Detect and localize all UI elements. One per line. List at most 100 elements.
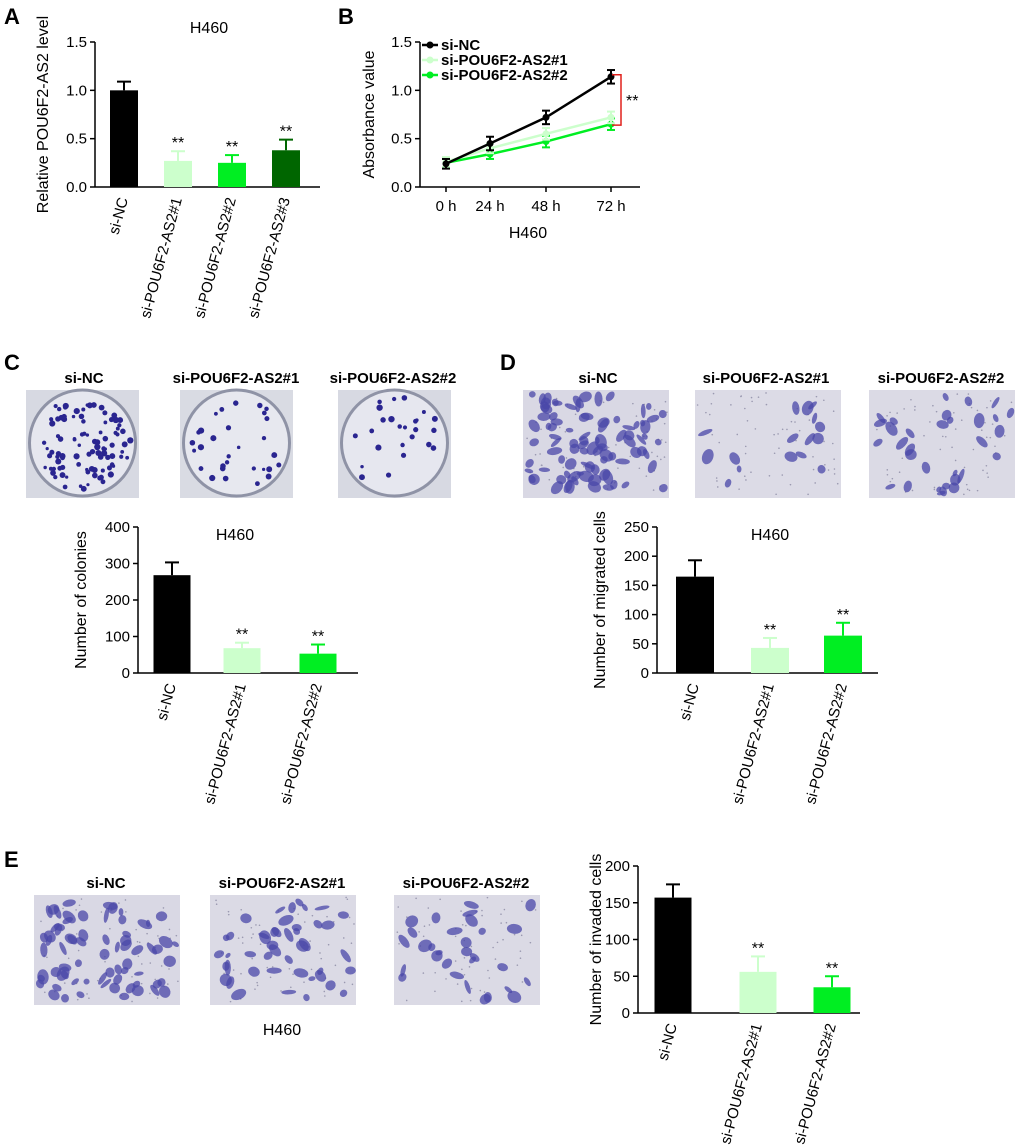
stained-cell <box>293 968 309 978</box>
bar-2 <box>739 971 777 1013</box>
stained-cell <box>964 396 973 407</box>
stained-cell <box>77 910 89 922</box>
membrane-pore <box>423 925 426 928</box>
membrane-pore <box>327 943 330 946</box>
stained-cell <box>640 420 651 434</box>
membrane-pore <box>254 988 256 990</box>
membrane-pore <box>529 941 532 944</box>
membrane-pore <box>953 411 955 414</box>
colony <box>50 470 56 476</box>
membrane-pore <box>963 466 966 469</box>
stained-cell <box>222 961 230 971</box>
bar-1 <box>153 575 191 673</box>
membrane-pore <box>240 972 242 975</box>
membrane-pore <box>460 1000 463 1003</box>
colony <box>95 449 102 457</box>
membrane-pore <box>656 455 659 458</box>
bar-1 <box>110 90 138 187</box>
membrane-pore <box>911 489 914 492</box>
colony <box>213 411 218 416</box>
membrane-pore <box>886 469 889 471</box>
colony <box>61 416 68 423</box>
membrane-pore <box>63 982 66 984</box>
membrane-pore <box>481 909 483 912</box>
colony <box>421 410 426 414</box>
stained-cell <box>921 461 931 474</box>
panel-letter-d: D <box>500 350 516 375</box>
stained-cell <box>314 970 327 982</box>
colony <box>233 400 239 406</box>
stained-cell <box>564 458 577 470</box>
stained-cell <box>608 452 617 461</box>
e-image-label-si-1: si-POU6F2-AS2#1 <box>219 875 346 892</box>
stained-cell <box>54 924 63 936</box>
membrane-pore <box>259 943 262 945</box>
stained-cell <box>462 909 478 917</box>
colony <box>414 418 419 423</box>
membrane-pore <box>985 436 988 439</box>
colony <box>265 473 272 480</box>
membrane-pore <box>994 445 996 448</box>
stained-cell <box>248 966 260 977</box>
membrane-pore <box>540 428 542 431</box>
membrane-pore <box>62 907 64 910</box>
membrane-pore <box>77 949 80 952</box>
stained-cell <box>225 952 231 959</box>
stained-cell <box>469 953 480 962</box>
stained-cell <box>48 989 60 1001</box>
membrane-pore <box>406 916 408 918</box>
membrane-pore <box>944 435 947 438</box>
stained-cell <box>578 413 590 422</box>
stained-cell <box>633 421 640 429</box>
membrane-pore <box>831 442 834 445</box>
colony <box>49 420 56 427</box>
membrane-pore <box>488 977 491 979</box>
series-line-1 <box>445 75 612 165</box>
colony <box>77 443 82 447</box>
significance-marker: ** <box>226 139 238 156</box>
stained-cell <box>795 451 807 459</box>
stained-cell <box>1006 407 1015 419</box>
y-tick-label: 150 <box>605 895 630 912</box>
y-tick-label: 0 <box>622 1005 630 1022</box>
stained-cell <box>556 474 567 485</box>
membrane-pore <box>456 983 459 985</box>
stained-cell <box>122 958 133 970</box>
membrane-pore <box>269 976 272 979</box>
bar-2 <box>751 647 789 673</box>
colony <box>49 417 54 422</box>
chart-b-absorbance: 0.0 0.5 1.0 1.5 0 h 24 h 48 h 72 h Absorbance va… <box>361 34 640 242</box>
membrane-pore <box>933 486 936 489</box>
y-axis-label: Relative POU6F2-AS2 level <box>35 16 52 213</box>
stained-cell <box>102 934 110 946</box>
membrane-pore <box>775 493 777 496</box>
membrane-pore <box>445 978 447 980</box>
membrane-pore <box>986 406 988 409</box>
e-image-label-si-nc: si-NC <box>86 875 125 892</box>
significance-marker: ** <box>172 135 184 152</box>
stained-cell <box>74 959 82 968</box>
membrane-pore <box>500 913 502 915</box>
membrane-pore <box>177 980 179 983</box>
membrane-pore <box>744 445 747 448</box>
stained-cell <box>504 986 513 994</box>
stained-cell <box>132 980 141 988</box>
legend-label: si-POU6F2-AS2#1 <box>441 52 568 69</box>
membrane-pore <box>519 950 522 952</box>
colony <box>402 425 408 430</box>
membrane-pore <box>663 422 666 425</box>
y-tick-label: 1.0 <box>66 82 87 99</box>
membrane-pore <box>258 924 261 927</box>
membrane-pore <box>653 409 656 411</box>
membrane-pore <box>503 908 506 911</box>
colony <box>91 402 97 408</box>
membrane-pore <box>635 415 638 417</box>
stained-cell <box>288 902 296 914</box>
membrane-pore <box>951 446 953 449</box>
panel-letter-c: C <box>4 350 20 375</box>
colony <box>264 406 269 412</box>
series-point <box>542 113 550 121</box>
membrane-pore <box>149 992 151 995</box>
membrane-pore <box>500 922 502 924</box>
membrane-pore <box>989 436 992 439</box>
